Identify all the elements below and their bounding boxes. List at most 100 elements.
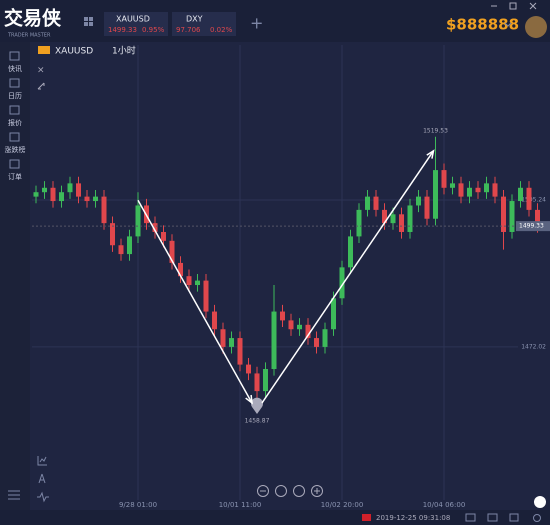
candle-body (297, 324, 302, 330)
candle-body (399, 214, 404, 232)
balance: $888888 (446, 16, 519, 34)
logo: 交易侠 (4, 7, 62, 30)
timeframe[interactable]: 1小时 (112, 45, 136, 57)
sidebar-label: 涨跌榜 (5, 145, 26, 154)
candle-body (407, 205, 413, 232)
symbol-badge (38, 46, 50, 54)
tab-symbol: XAUUSD (116, 15, 150, 24)
candle-body (288, 320, 294, 330)
candle-body (237, 338, 243, 365)
close-icon[interactable]: × (37, 66, 45, 76)
expand-icon[interactable] (37, 82, 45, 90)
status-icons[interactable] (465, 513, 541, 522)
tool-icon[interactable] (38, 473, 46, 484)
menu-icon[interactable] (8, 490, 20, 500)
help-badge[interactable] (534, 496, 546, 508)
low-label: 1458.87 (245, 417, 270, 424)
candle-body (127, 236, 132, 255)
candle-body (501, 196, 506, 232)
logo-sub: TRADER MASTER (7, 33, 51, 39)
candle-body (390, 214, 396, 224)
candle-body (339, 267, 345, 299)
price-tag: 1499.33 (519, 223, 544, 230)
tab-symbol: DXY (186, 15, 203, 24)
candle-body (280, 311, 285, 321)
candle-body (382, 209, 387, 224)
candle-body (365, 196, 370, 210)
sidebar-label: 日历 (8, 92, 22, 100)
sidebar-icon[interactable] (9, 159, 20, 169)
candle-body (348, 236, 353, 268)
dropdown[interactable] (504, 22, 512, 27)
candle-body (229, 338, 234, 347)
sidebar-icon[interactable] (9, 132, 20, 142)
low-pin (251, 397, 263, 414)
candle-body (42, 187, 47, 193)
candle-body (331, 298, 336, 330)
candle-body (195, 280, 200, 286)
candle-body (246, 364, 251, 374)
grid-icon[interactable] (84, 17, 93, 26)
sidebar-icon[interactable] (9, 78, 20, 88)
tab[interactable] (172, 12, 236, 36)
candle-body (101, 196, 107, 224)
candle-body (467, 187, 472, 197)
y-tick-label: 1472.02 (521, 343, 546, 350)
candle-body (322, 329, 328, 347)
candle-body (433, 170, 438, 219)
candle-body (305, 324, 311, 339)
tab-change: 0.02% (210, 26, 233, 34)
tab-price: 97.706 (176, 26, 201, 34)
candle-body (526, 187, 532, 210)
candle-body (50, 187, 56, 202)
candle-body (203, 280, 209, 312)
window-controls[interactable] (491, 2, 537, 10)
candle-body (59, 192, 64, 202)
candle-body (271, 311, 277, 370)
x-tick-label: 9/28 01:00 (119, 501, 157, 509)
add-tab[interactable]: + (250, 14, 263, 33)
candle-body (212, 311, 217, 330)
candle-body (458, 183, 464, 197)
candle-body (373, 196, 379, 210)
candle-body (161, 231, 166, 241)
arrow (137, 199, 253, 404)
zoom-controls[interactable] (257, 485, 323, 497)
candle-body (169, 240, 175, 263)
candle-body (118, 245, 124, 255)
candle-body (135, 205, 141, 237)
candle-body (186, 276, 192, 286)
y-tick-label: 1505.24 (521, 196, 546, 203)
sidebar-label: 订单 (8, 172, 22, 181)
candle-body (263, 369, 268, 392)
avatar[interactable] (525, 16, 547, 38)
candle-body (509, 201, 515, 232)
tool-icon[interactable] (37, 456, 47, 466)
candle-body (535, 209, 540, 227)
candle-body (254, 373, 260, 392)
candle-body (152, 223, 158, 232)
sidebar-icon[interactable] (9, 51, 20, 61)
sidebar-icon[interactable] (9, 105, 20, 115)
candle-body (416, 196, 421, 206)
candle-body (220, 329, 226, 347)
candle-body (424, 196, 430, 219)
arrow-head (426, 149, 435, 159)
candle-body (441, 170, 447, 188)
candle-body (475, 187, 481, 193)
candle-body (356, 209, 362, 237)
candle-body (492, 183, 498, 197)
high-label: 1519.53 (423, 127, 448, 134)
chart-symbol[interactable]: XAUUSD (55, 47, 93, 57)
tab[interactable] (104, 12, 168, 36)
candle-body (178, 262, 183, 277)
candle-body (84, 196, 90, 202)
tool-icon[interactable] (37, 491, 49, 503)
x-tick-label: 10/04 06:00 (423, 501, 466, 509)
candle-body (110, 223, 115, 246)
status-bar (0, 510, 550, 525)
candle-body (450, 183, 455, 188)
arrow (261, 150, 435, 404)
sidebar (0, 42, 30, 525)
